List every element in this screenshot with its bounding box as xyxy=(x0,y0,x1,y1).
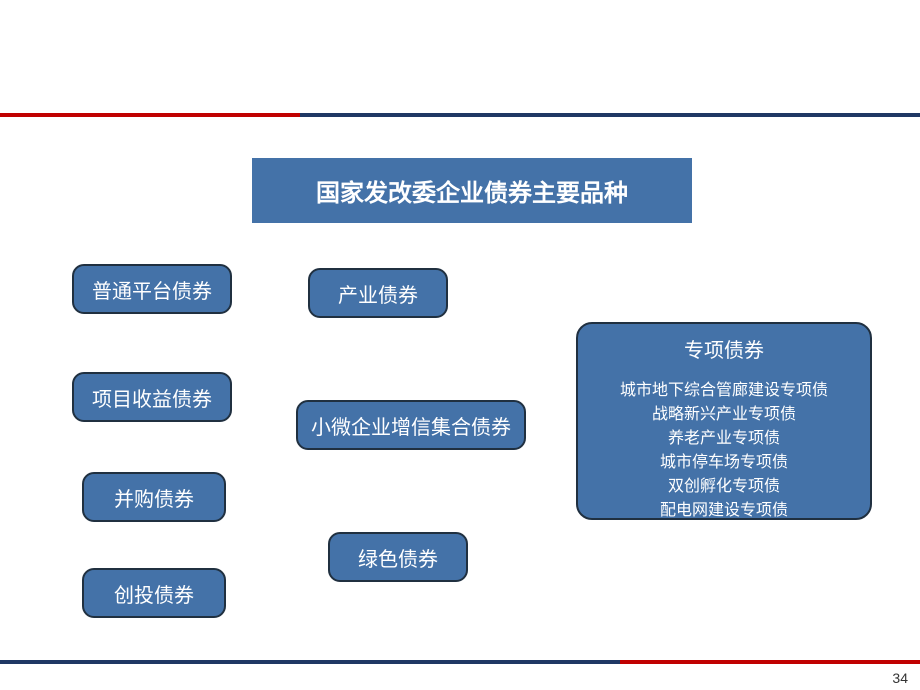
special-item: 城市停车场专项债 xyxy=(578,451,870,475)
special-title: 专项债券 xyxy=(578,334,870,363)
box-industrial-bonds: 产业债券 xyxy=(308,268,448,318)
title-box: 国家发改委企业债券主要品种 xyxy=(252,158,692,223)
box-sme-credit-bonds: 小微企业增信集合债券 xyxy=(296,400,526,450)
box-vc-bonds: 创投债券 xyxy=(82,568,226,618)
title-text: 国家发改委企业债券主要品种 xyxy=(316,173,628,208)
box-project-income-bonds: 项目收益债券 xyxy=(72,372,232,422)
box-label: 普通平台债券 xyxy=(92,275,212,304)
special-item: 养老产业专项债 xyxy=(578,427,870,451)
top-border-blue-segment xyxy=(300,113,920,117)
box-label: 小微企业增信集合债券 xyxy=(311,411,511,440)
box-green-bonds: 绿色债券 xyxy=(328,532,468,582)
special-item: 配电网建设专项债 xyxy=(578,499,870,523)
special-bonds-box: 专项债券 城市地下综合管廊建设专项债 战略新兴产业专项债 养老产业专项债 城市停… xyxy=(576,322,872,520)
box-label: 创投债券 xyxy=(114,579,194,608)
box-ma-bonds: 并购债券 xyxy=(82,472,226,522)
bottom-border xyxy=(0,660,920,664)
special-item: 城市地下综合管廊建设专项债 xyxy=(578,379,870,403)
special-item: 双创孵化专项债 xyxy=(578,475,870,499)
bottom-border-blue-segment xyxy=(0,660,620,664)
box-label: 项目收益债券 xyxy=(92,383,212,412)
box-ordinary-platform-bonds: 普通平台债券 xyxy=(72,264,232,314)
top-border xyxy=(0,113,920,117)
special-item: 战略新兴产业专项债 xyxy=(578,403,870,427)
box-label: 并购债券 xyxy=(114,483,194,512)
box-label: 绿色债券 xyxy=(358,543,438,572)
box-label: 产业债券 xyxy=(338,279,418,308)
special-list: 城市地下综合管廊建设专项债 战略新兴产业专项债 养老产业专项债 城市停车场专项债… xyxy=(578,379,870,523)
top-border-red-segment xyxy=(0,113,300,117)
bottom-border-red-segment xyxy=(620,660,920,664)
page-number: 34 xyxy=(892,670,908,686)
